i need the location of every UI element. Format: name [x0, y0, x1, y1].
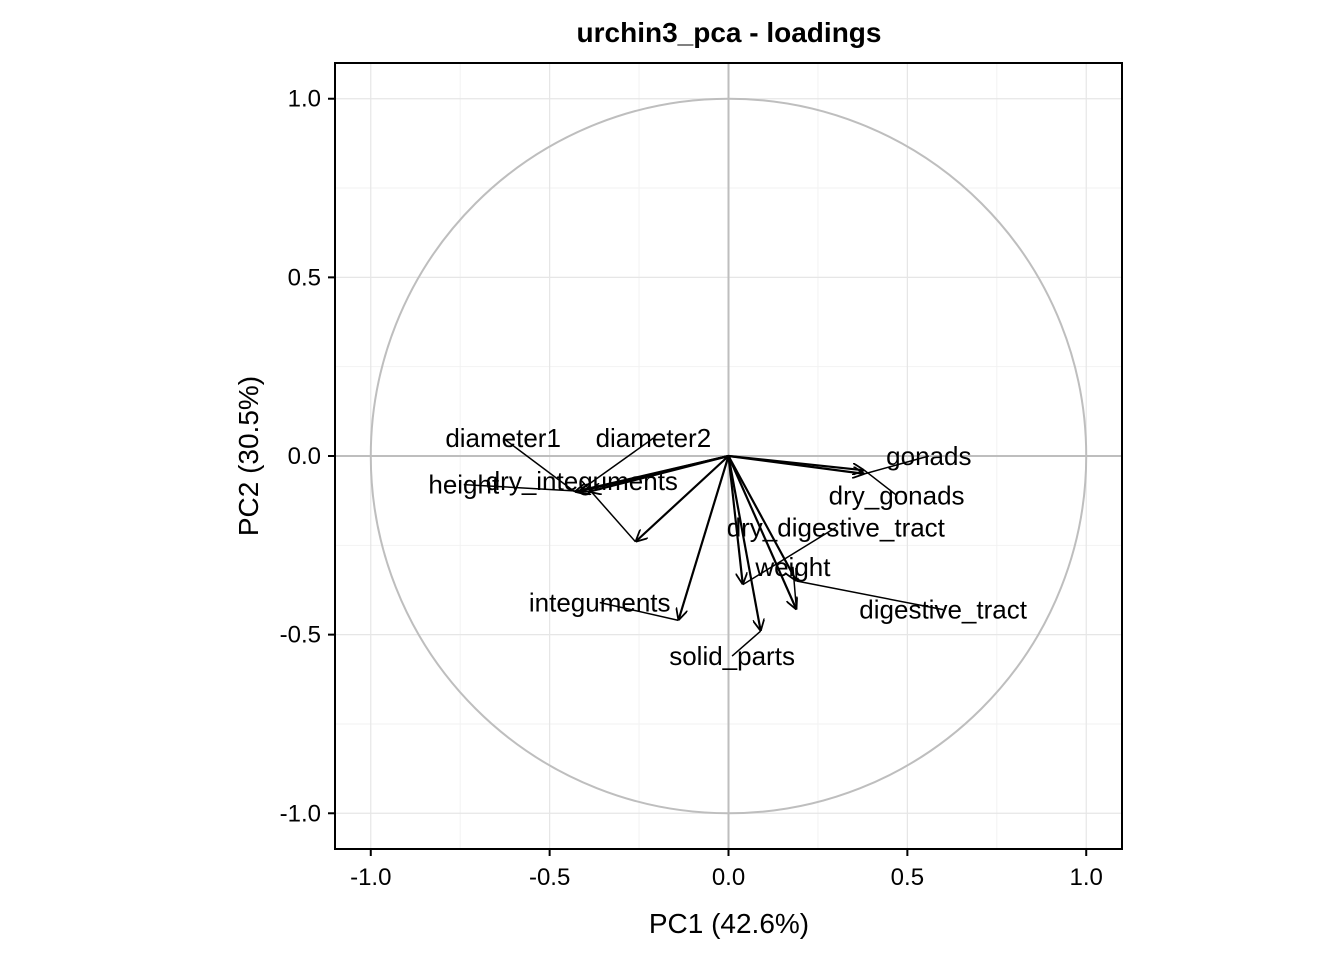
loading-label-dry-integuments: dry_integuments	[486, 466, 678, 496]
x-tick-label: 0.5	[891, 864, 924, 891]
correlation-circle	[369, 97, 1088, 815]
label-connector-diameter1	[502, 437, 576, 493]
loading-arrow-integuments	[678, 455, 730, 620]
unit-circle	[369, 97, 1088, 815]
label-connector-height	[463, 483, 590, 493]
label-connector-solid-parts	[731, 630, 762, 657]
loading-label-digestive-tract: digestive_tract	[859, 595, 1027, 625]
loading-label-weight: weight	[754, 552, 831, 582]
x-tick-label: -0.5	[529, 864, 570, 891]
loading-label-diameter1: diameter1	[445, 423, 561, 453]
loading-arrows	[463, 437, 944, 657]
loading-label-dry-digestive-tract: dry_digestive_tract	[727, 512, 946, 542]
loading-arrow-dry-digestive-tract	[727, 455, 743, 585]
x-tick-label: 1.0	[1070, 864, 1103, 891]
loading-label-solid-parts: solid_parts	[669, 641, 795, 671]
y-tick-label: 0.5	[288, 264, 321, 291]
loading-arrow-dry-integuments	[635, 455, 730, 542]
y-axis-ticks: -1.0 -0.5 0.0 0.5 1.0	[280, 86, 335, 827]
loading-label-diameter2: diameter2	[596, 423, 712, 453]
loading-arrow-dry-gonads	[728, 454, 865, 470]
label-connector-integuments	[599, 601, 679, 622]
loading-label-height: height	[428, 470, 500, 500]
loading-label-dry-gonads: dry_gonads	[829, 480, 965, 510]
loading-labels: gonads dry_gonadsdry_digestive_tractweigh…	[428, 423, 1027, 671]
label-connector-digestive-tract	[796, 580, 944, 611]
loading-arrow-weight	[727, 455, 797, 610]
y-axis-title: PC2 (30.5%)	[233, 376, 264, 536]
y-tick-label: -1.0	[280, 800, 321, 827]
y-tick-label: 0.0	[288, 443, 321, 470]
label-connector-dry-gonads	[863, 469, 898, 496]
loading-arrow-digestive-tract	[727, 455, 798, 581]
label-connector-gonads	[864, 455, 930, 475]
y-tick-label: -0.5	[280, 622, 321, 649]
loading-label-integuments: integuments	[529, 587, 671, 617]
x-axis-title: PC1 (42.6%)	[649, 908, 809, 939]
loading-arrow-height	[589, 454, 729, 492]
loading-arrow-solid-parts	[727, 455, 761, 631]
x-axis-ticks: -1.0 -0.5 0.0 0.5 1.0	[350, 849, 1103, 891]
x-tick-label: -1.0	[350, 864, 391, 891]
label-connector-diameter2	[577, 437, 654, 493]
loading-label-gonads: gonads	[886, 441, 971, 471]
y-tick-label: 1.0	[288, 86, 321, 113]
x-tick-label: 0.0	[712, 864, 745, 891]
label-connector-dry-digestive-tract	[742, 526, 837, 586]
chart-title: urchin3_pca - loadings	[577, 17, 882, 48]
